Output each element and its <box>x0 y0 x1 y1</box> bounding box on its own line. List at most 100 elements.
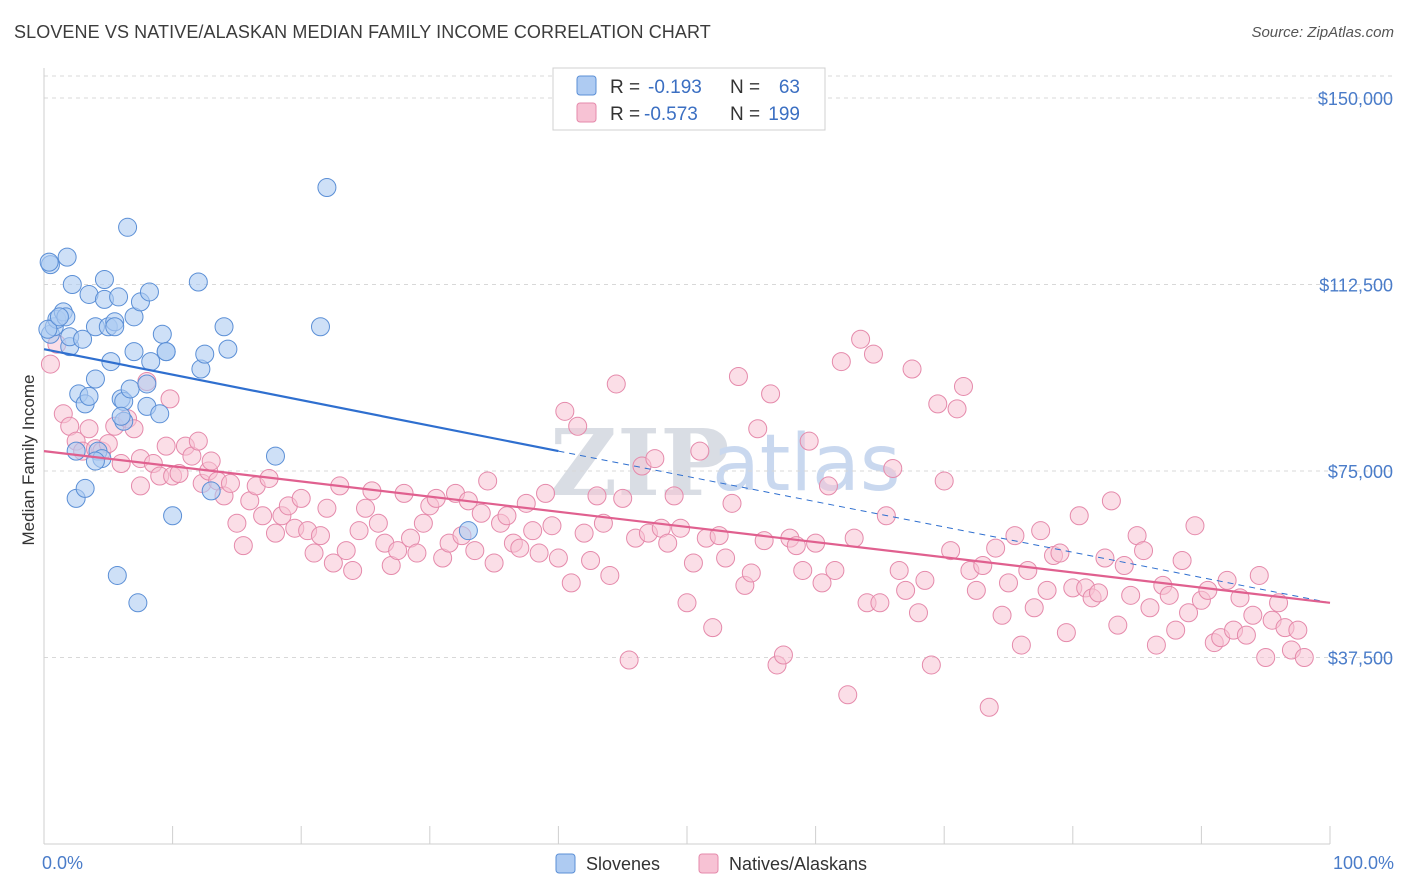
slovenes-trend-line <box>43 348 559 453</box>
y-axis-label: Median Family Income <box>19 374 38 545</box>
natives-point-178 <box>1166 620 1186 640</box>
natives-point-11 <box>111 454 131 474</box>
natives-point-161 <box>1056 623 1076 643</box>
natives-point-156 <box>1024 598 1044 618</box>
natives-point-108 <box>716 548 736 568</box>
slovenes-point-62 <box>156 342 176 362</box>
natives-point-109 <box>722 493 742 513</box>
natives-point-79 <box>529 543 549 563</box>
natives-point-57 <box>388 541 408 561</box>
natives-point-78 <box>523 521 543 541</box>
slovenes-point-57 <box>38 319 58 339</box>
natives-point-44 <box>304 543 324 563</box>
x-tick-label-min: 0.0% <box>42 853 83 873</box>
natives-point-83 <box>555 401 575 421</box>
natives-point-22 <box>169 463 189 483</box>
legend-n-label-2: N = <box>730 104 760 125</box>
natives-point-76 <box>510 538 530 558</box>
legend-r-value-2: -0.573 <box>644 104 698 125</box>
natives-point-155 <box>1018 560 1038 580</box>
legend-n-value-1: 63 <box>779 77 800 98</box>
natives-point-175 <box>1146 635 1166 655</box>
natives-point-81 <box>542 516 562 536</box>
slovenes-point-13 <box>73 329 93 349</box>
natives-point-189 <box>1236 625 1256 645</box>
slovenes-point-55 <box>458 521 478 541</box>
natives-point-19 <box>156 436 176 456</box>
y-tick-labels: $37,500 $75,000 $112,500 $150,000 <box>1318 89 1393 669</box>
natives-point-97 <box>645 449 665 469</box>
natives-point-42 <box>291 488 311 508</box>
legend-swatch-natives <box>576 102 597 123</box>
natives-point-190 <box>1243 605 1263 625</box>
correlation-legend: R = -0.193 N = 63 R = -0.573 N = 199 <box>552 67 826 131</box>
natives-point-144 <box>947 399 967 419</box>
natives-point-104 <box>690 441 710 461</box>
bottom-legend-swatch-natives <box>698 853 719 874</box>
legend-n-label-1: N = <box>730 77 760 98</box>
slovenes-point-34 <box>120 379 140 399</box>
slovenes-point-10 <box>66 441 86 461</box>
slovenes-point-43 <box>152 324 172 344</box>
natives-point-137 <box>902 359 922 379</box>
natives-point-54 <box>368 513 388 533</box>
natives-point-87 <box>581 551 601 571</box>
slovenes-point-19 <box>85 369 105 389</box>
slovenes-point-33 <box>118 217 138 237</box>
natives-point-168 <box>1101 491 1121 511</box>
natives-point-121 <box>799 431 819 451</box>
natives-point-92 <box>613 488 633 508</box>
natives-point-50 <box>343 560 363 580</box>
natives-point-74 <box>497 506 517 526</box>
natives-point-38 <box>265 523 285 543</box>
natives-point-180 <box>1179 603 1199 623</box>
natives-point-32 <box>227 513 247 533</box>
natives-point-192 <box>1256 648 1276 667</box>
slovenes-point-27 <box>105 317 125 337</box>
legend-r-label-2: R = <box>610 104 640 125</box>
natives-point-51 <box>349 521 369 541</box>
slovenes-point-56 <box>128 593 148 613</box>
natives-point-28 <box>201 451 221 471</box>
natives-point-150 <box>986 538 1006 558</box>
natives-point-135 <box>889 560 909 580</box>
natives-point-198 <box>1294 648 1314 667</box>
natives-point-61 <box>413 513 433 533</box>
slovenes-point-51 <box>218 339 238 359</box>
slovenes-point-61 <box>111 406 131 426</box>
slovenes-point-22 <box>94 270 114 290</box>
natives-point-25 <box>188 431 208 451</box>
natives-point-173 <box>1134 541 1154 561</box>
natives-point-177 <box>1159 585 1179 605</box>
natives-point-140 <box>921 655 941 675</box>
slovenes-point-60 <box>85 451 105 471</box>
y-tick-label-1: $75,000 <box>1328 462 1393 482</box>
slovenes-point-6 <box>57 247 77 267</box>
natives-point-181 <box>1185 516 1205 536</box>
slovenes-point-42 <box>150 404 170 424</box>
natives-point-90 <box>600 565 620 585</box>
natives-point-145 <box>953 376 973 396</box>
natives-point-163 <box>1069 506 1089 526</box>
natives-point-157 <box>1031 521 1051 541</box>
slovenes-points <box>38 178 478 613</box>
natives-point-136 <box>896 580 916 600</box>
slovenes-point-50 <box>214 317 234 337</box>
natives-point-31 <box>220 473 240 493</box>
slovenes-point-29 <box>109 287 129 307</box>
slovenes-point-16 <box>79 386 99 406</box>
natives-point-69 <box>465 541 485 561</box>
grid-lines <box>44 75 1394 658</box>
natives-point-60 <box>407 543 427 563</box>
natives-point-179 <box>1172 551 1192 571</box>
natives-point-154 <box>1011 635 1031 655</box>
slovenes-point-41 <box>141 352 161 372</box>
natives-point-142 <box>934 471 954 491</box>
natives-point-171 <box>1121 585 1141 605</box>
natives-point-45 <box>310 526 330 546</box>
natives-point-170 <box>1114 555 1134 575</box>
natives-point-117 <box>773 645 793 665</box>
natives-point-123 <box>812 573 832 593</box>
natives-point-93 <box>619 650 639 670</box>
natives-point-72 <box>484 553 504 573</box>
